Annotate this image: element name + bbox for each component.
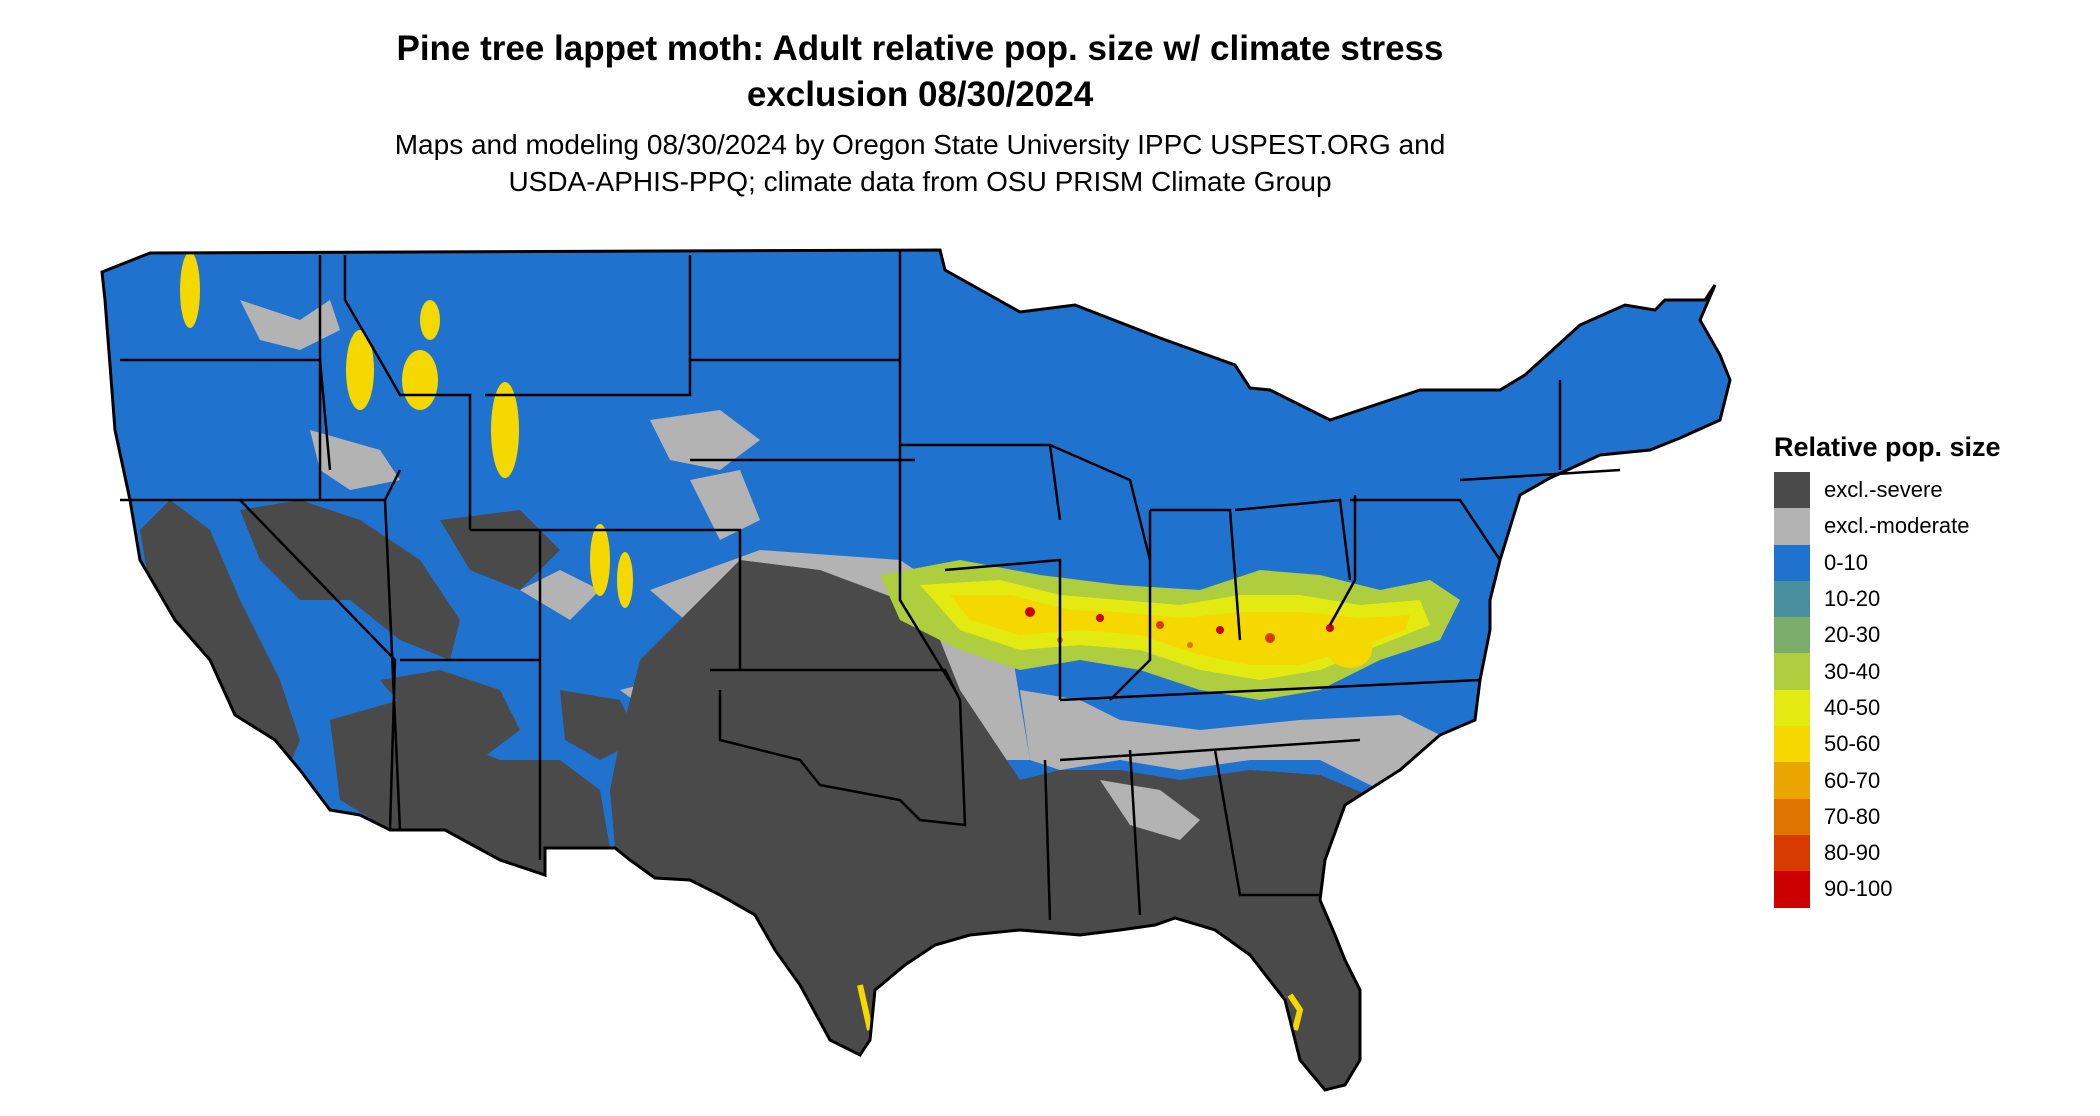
legend-item: 80-90 [1774,834,2001,872]
legend-swatch [1774,508,1810,545]
zone-severe [140,500,1380,1090]
legend-label: 60-70 [1824,767,1881,793]
legend-label: 40-50 [1824,694,1881,720]
legend-label: 70-80 [1824,803,1881,829]
zone-suitable-band [880,560,1460,700]
legend-label: 90-100 [1824,876,1893,902]
us-outline [100,248,1732,1092]
legend-swatch [1774,798,1810,835]
legend-item: 50-60 [1774,726,2001,763]
subtitle-line-2: USDA-APHIS-PPQ; climate data from OSU PR… [508,166,1332,197]
legend-swatch [1774,726,1810,763]
legend: Relative pop. size excl.-severe excl.-mod… [1774,430,2001,908]
legend-swatch [1774,762,1810,799]
legend-swatch [1774,472,1810,509]
legend-item: 30-40 [1774,653,2001,690]
legend-item: 20-30 [1774,617,2001,654]
legend-item: 40-50 [1774,689,2001,727]
legend-swatch [1774,617,1810,654]
legend-label: 20-30 [1824,622,1881,648]
legend-item: 90-100 [1774,871,2001,908]
legend-label: 0-10 [1824,549,1869,575]
legend-label: 30-40 [1824,658,1881,684]
legend-swatch [1774,689,1810,727]
legend-label: 10-20 [1824,586,1881,612]
legend-item: 70-80 [1774,798,2001,835]
legend-item: 60-70 [1774,762,2001,799]
map-title: Pine tree lappet moth: Adult relative po… [300,26,1540,118]
legend-swatch [1774,871,1810,908]
legend-label: 80-90 [1824,840,1881,866]
legend-items: excl.-severe excl.-moderate 0-10 10-20 20-30… [1774,472,2001,908]
legend-item: excl.-moderate [1774,508,2001,545]
legend-item: excl.-severe [1774,472,2001,509]
legend-swatch [1774,580,1810,618]
legend-label: excl.-moderate [1824,513,1970,539]
legend-swatch [1774,834,1810,872]
legend-swatch [1774,653,1810,690]
legend-swatch [1774,544,1810,581]
legend-title: Relative pop. size [1774,432,2001,462]
legend-item: 0-10 [1774,544,2001,581]
legend-label: excl.-severe [1824,477,1943,503]
state-borders [120,250,1621,921]
legend-item: 10-20 [1774,580,2001,618]
legend-label: 50-60 [1824,731,1881,757]
subtitle-line-1: Maps and modeling 08/30/2024 by Oregon S… [394,129,1446,160]
map-subtitle: Maps and modeling 08/30/2024 by Oregon S… [300,126,1540,200]
title-line-2: exclusion 08/30/2024 [746,75,1094,114]
title-line-1: Pine tree lappet moth: Adult relative po… [396,29,1444,68]
